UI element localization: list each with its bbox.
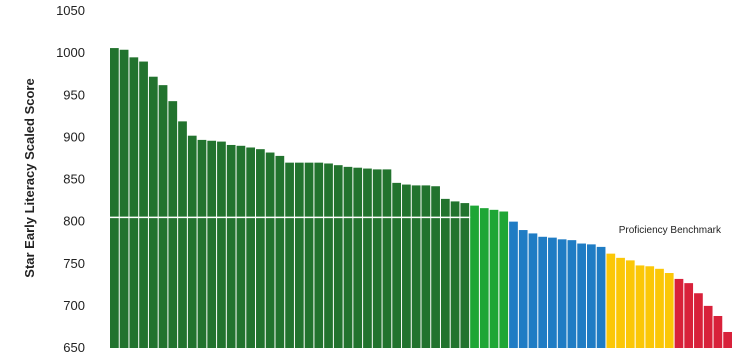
bar [110,48,119,348]
bar [275,155,285,348]
bar [236,145,246,348]
bar [694,293,703,348]
y-tick-label: 1050 [56,3,85,18]
bar [703,305,713,349]
bar [528,233,538,348]
bar [548,237,557,348]
y-axis-title: Star Early Literacy Scaled Score [22,78,37,277]
bar [187,135,197,348]
bar [509,221,518,349]
bar [616,257,625,348]
bar [421,185,431,348]
bar [129,57,139,349]
y-tick-label: 700 [63,298,85,313]
bar [489,209,499,348]
bar [353,167,363,348]
bar [460,203,470,348]
bar [645,266,655,348]
bar [440,198,450,348]
bar [470,205,479,348]
bar [314,162,324,348]
bar [158,85,168,348]
bar [256,149,265,348]
bar [168,101,178,349]
bar [119,49,129,348]
bar [197,139,207,348]
bar [382,169,392,348]
y-tick-label: 850 [63,172,85,187]
benchmark-label: Proficiency Benchmark [619,225,722,236]
y-tick-label: 800 [63,214,85,229]
bar [265,152,275,348]
bar [684,283,694,348]
y-axis: 650 700 750 800 850 900 950 1000 1050 [56,3,85,355]
y-tick-label: 1000 [56,45,85,60]
y-tick-label: 950 [63,87,85,102]
bar [499,211,509,348]
bar [148,76,158,349]
bar [450,201,460,348]
bar [596,246,606,348]
bar [343,166,353,348]
bar [557,239,567,348]
bar [713,315,723,348]
bar [139,61,148,349]
bar [402,184,411,348]
bar [431,186,440,348]
bar [538,236,548,348]
bar [606,253,616,348]
bar [635,265,645,348]
bar [372,169,382,348]
bars [110,48,732,349]
bar [479,208,489,348]
bar [294,162,304,348]
y-tick-label: 900 [63,129,85,144]
bar [324,163,333,348]
bar [655,268,664,348]
y-tick-label: 750 [63,256,85,271]
benchmark: Proficiency Benchmark [110,216,722,236]
bar [518,230,528,348]
bar [664,273,674,348]
bar [246,147,256,348]
bar [285,162,294,348]
bar [411,185,421,348]
bar [217,141,226,348]
bar [586,244,596,348]
bar [363,168,372,348]
bar [577,243,586,348]
bar [333,165,343,348]
bar [226,144,236,348]
bar [723,331,732,348]
bar [625,260,635,348]
bar [304,162,314,348]
bar [207,140,217,348]
bar [567,240,577,348]
bar [674,278,684,348]
bar [178,121,187,349]
y-tick-label: 650 [63,340,85,355]
bar [392,182,402,348]
